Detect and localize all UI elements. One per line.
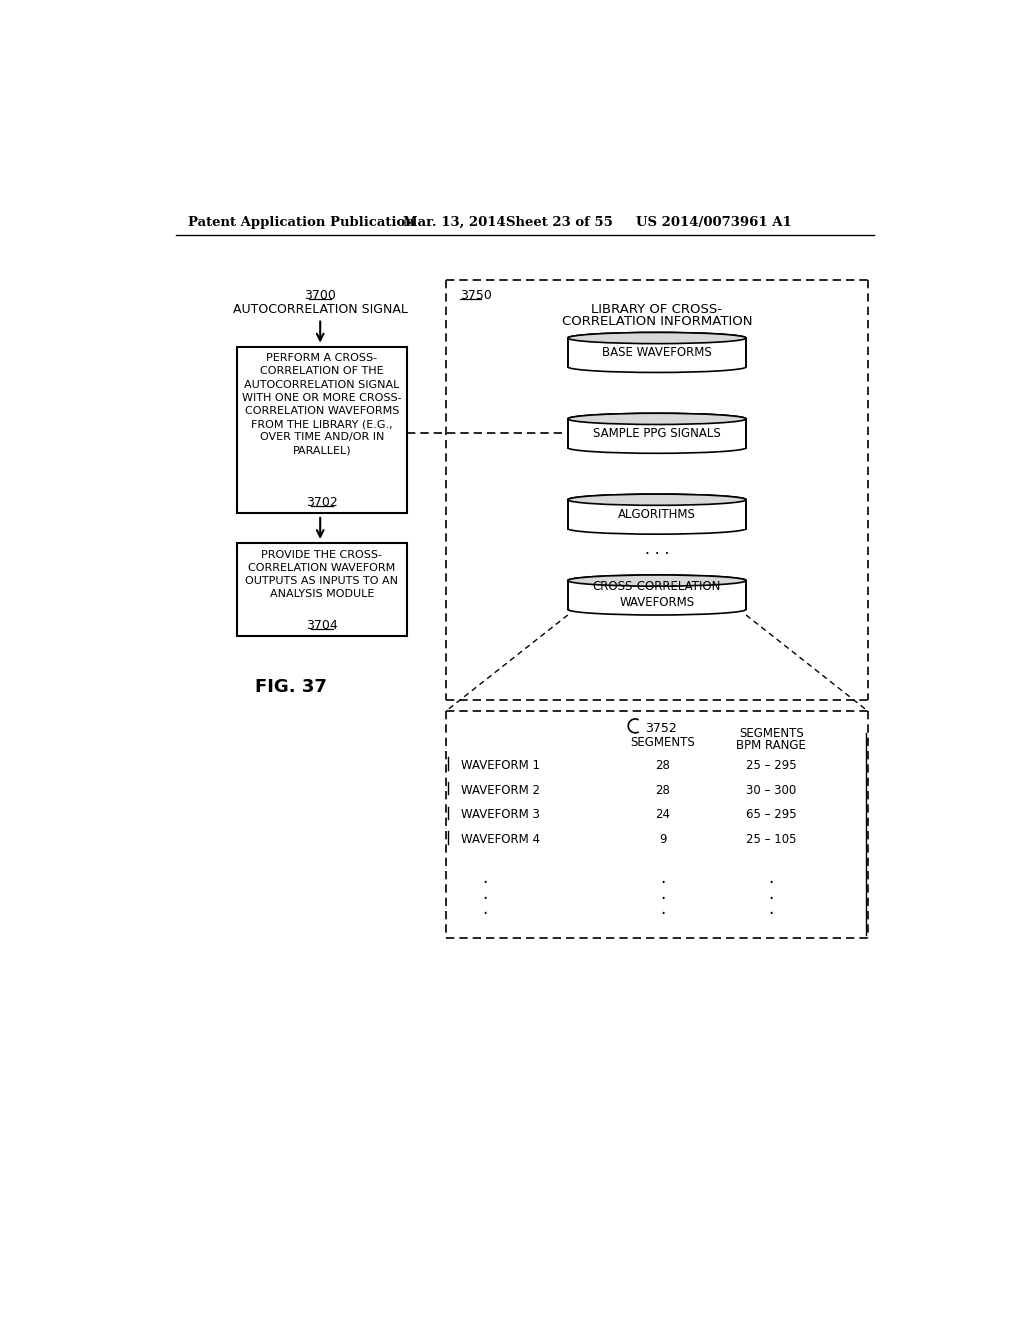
Ellipse shape	[568, 576, 746, 586]
Text: BPM RANGE: BPM RANGE	[736, 739, 806, 752]
Ellipse shape	[568, 494, 746, 506]
Ellipse shape	[568, 576, 746, 586]
Text: .: .	[769, 900, 774, 917]
Text: 28: 28	[655, 784, 670, 797]
Ellipse shape	[568, 413, 746, 425]
Text: WAVEFORM 3: WAVEFORM 3	[461, 808, 540, 821]
Ellipse shape	[568, 442, 746, 453]
Bar	[237, 544, 407, 636]
Bar	[568, 338, 746, 367]
Text: Mar. 13, 2014: Mar. 13, 2014	[403, 216, 506, 230]
Ellipse shape	[568, 362, 746, 372]
Ellipse shape	[568, 603, 746, 615]
Text: .: .	[769, 869, 774, 887]
Bar	[568, 500, 746, 528]
Text: 9: 9	[659, 833, 667, 846]
Ellipse shape	[568, 523, 746, 535]
Text: 3700: 3700	[304, 289, 336, 302]
Text: 3702: 3702	[306, 496, 338, 508]
Text: Sheet 23 of 55: Sheet 23 of 55	[506, 216, 613, 230]
Ellipse shape	[568, 333, 746, 343]
Text: SEGMENTS: SEGMENTS	[739, 726, 804, 739]
Text: WAVEFORM 4: WAVEFORM 4	[461, 833, 541, 846]
Text: 3704: 3704	[306, 619, 338, 632]
Text: BASE WAVEFORMS: BASE WAVEFORMS	[602, 346, 712, 359]
Text: 3750: 3750	[460, 289, 492, 302]
Text: .: .	[660, 900, 666, 917]
Text: .: .	[482, 884, 487, 903]
Text: ALGORITHMS: ALGORITHMS	[618, 508, 696, 520]
Text: .: .	[482, 869, 487, 887]
Text: .: .	[660, 884, 666, 903]
Text: SEGMENTS: SEGMENTS	[631, 737, 695, 748]
Text: .: .	[482, 900, 487, 917]
Text: 3752: 3752	[645, 722, 677, 735]
Ellipse shape	[568, 494, 746, 506]
Text: 24: 24	[655, 808, 671, 821]
Bar	[568, 581, 746, 610]
Text: SAMPLE PPG SIGNALS: SAMPLE PPG SIGNALS	[593, 426, 721, 440]
Text: 65 – 295: 65 – 295	[745, 808, 797, 821]
Text: FIG. 37: FIG. 37	[255, 678, 327, 696]
Text: · · ·: · · ·	[645, 546, 669, 562]
Text: WAVEFORM 1: WAVEFORM 1	[461, 759, 541, 772]
Bar	[237, 347, 407, 512]
Text: PROVIDE THE CROSS-
CORRELATION WAVEFORM
OUTPUTS AS INPUTS TO AN
ANALYSIS MODULE: PROVIDE THE CROSS- CORRELATION WAVEFORM …	[246, 549, 398, 599]
Ellipse shape	[568, 333, 746, 343]
Text: .: .	[660, 869, 666, 887]
Text: US 2014/0073961 A1: US 2014/0073961 A1	[636, 216, 792, 230]
Text: AUTOCORRELATION SIGNAL: AUTOCORRELATION SIGNAL	[232, 304, 408, 317]
Text: PERFORM A CROSS-
CORRELATION OF THE
AUTOCORRELATION SIGNAL
WITH ONE OR MORE CROS: PERFORM A CROSS- CORRELATION OF THE AUTO…	[242, 354, 401, 455]
Text: 25 – 295: 25 – 295	[745, 759, 797, 772]
Text: 28: 28	[655, 759, 670, 772]
Text: 25 – 105: 25 – 105	[746, 833, 797, 846]
Ellipse shape	[568, 413, 746, 425]
Text: WAVEFORM 2: WAVEFORM 2	[461, 784, 541, 797]
Text: .: .	[769, 884, 774, 903]
Text: LIBRARY OF CROSS-: LIBRARY OF CROSS-	[592, 304, 723, 317]
Text: CROSS-CORRELATION
WAVEFORMS: CROSS-CORRELATION WAVEFORMS	[593, 581, 721, 610]
Text: Patent Application Publication: Patent Application Publication	[188, 216, 415, 230]
Bar	[568, 418, 746, 447]
Text: CORRELATION INFORMATION: CORRELATION INFORMATION	[562, 315, 753, 329]
Text: 30 – 300: 30 – 300	[746, 784, 797, 797]
